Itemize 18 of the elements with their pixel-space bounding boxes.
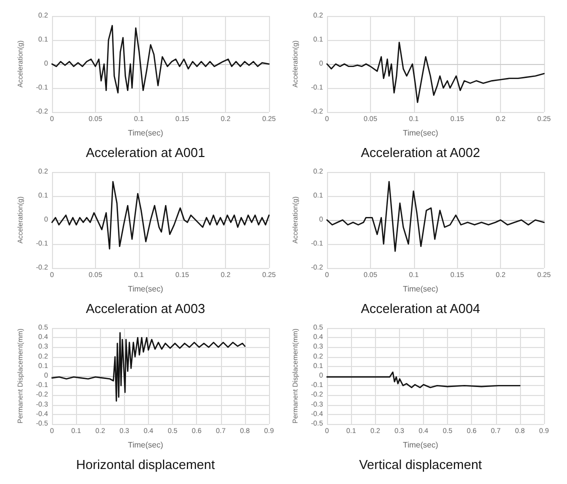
text: Vertical displacement xyxy=(359,457,482,472)
text: Acceleration at A004 xyxy=(360,301,480,316)
x-axis-title: Time(sec) xyxy=(402,440,438,450)
text: Acceleration at A003 xyxy=(86,301,206,316)
line-series xyxy=(326,42,545,104)
line-series xyxy=(326,180,545,252)
text: Acceleration at A001 xyxy=(86,145,206,160)
x-axis-title: Time(sec) xyxy=(128,284,164,294)
line-series xyxy=(51,24,270,94)
x-axis-title: Time(sec) xyxy=(128,440,164,450)
x-axis-title: Time(sec) xyxy=(402,284,438,294)
line-series xyxy=(326,372,521,388)
text: Acceleration at A002 xyxy=(360,145,480,160)
line-series xyxy=(51,332,246,402)
line-series xyxy=(51,180,270,250)
x-axis-title: Time(sec) xyxy=(128,128,164,138)
text: Horizontal displacement xyxy=(76,457,216,472)
x-axis-title: Time(sec) xyxy=(402,128,438,138)
